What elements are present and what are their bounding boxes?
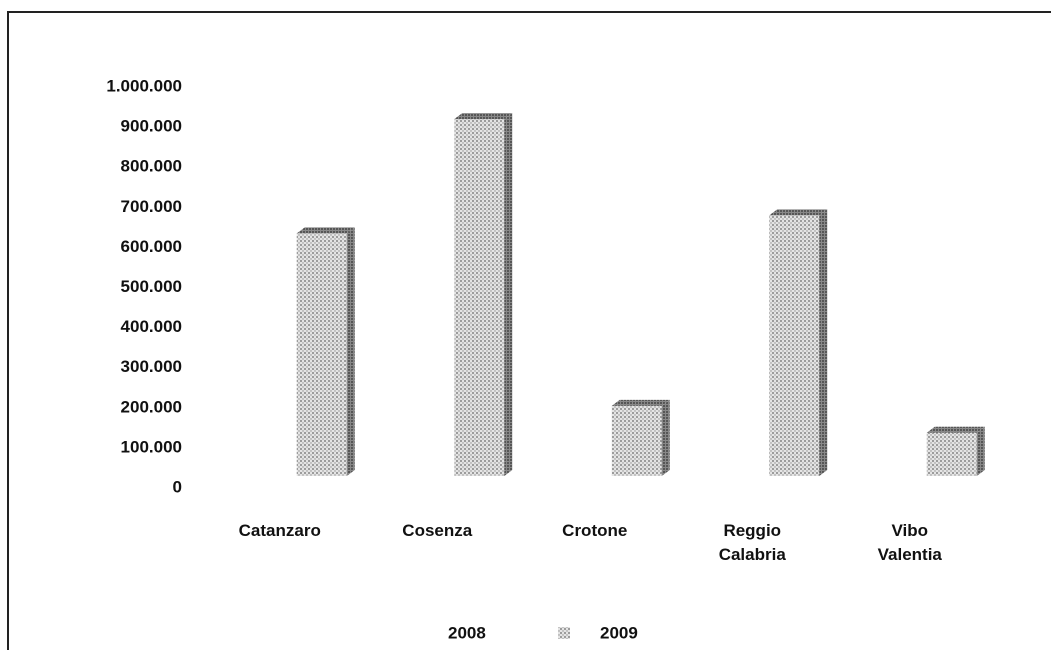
bar-face [769,209,828,216]
y-tick-label: 700.000 [121,197,182,216]
legend-swatch [558,627,570,639]
legend-swatch [406,627,418,639]
x-tick-label: Cosenza [402,521,473,540]
x-tick-label: Vibo Valentia [877,521,942,564]
bar-face [504,113,513,477]
bar-face [296,227,355,234]
x-tick-label: Catanzaro [238,521,321,540]
y-tick-label: 800.000 [121,157,182,176]
bar [926,426,985,476]
bar [769,209,828,476]
y-tick-label: 500.000 [121,277,182,296]
legend-label: 2008 [448,623,486,642]
bar-face [819,209,828,476]
bar-face [454,113,513,120]
bar-face [926,432,977,476]
y-tick-label: 200.000 [121,397,182,416]
bar-face [296,233,347,476]
y-tick-label: 900.000 [121,117,182,136]
bar-face [661,399,670,476]
bar [296,227,355,476]
y-tick-label: 300.000 [121,357,182,376]
bar-face [611,399,670,406]
bar-face [926,426,985,433]
x-tick-label: Reggio Calabria [718,521,786,564]
y-tick-label: 1.000.000 [106,76,182,95]
bar-face [976,426,985,476]
bar-face [769,215,820,476]
y-tick-label: 600.000 [121,237,182,256]
x-tick-label: Crotone [562,521,628,540]
bar-face [454,119,505,477]
bar-face [346,227,355,476]
y-tick-label: 0 [173,477,182,496]
y-tick-label: 400.000 [121,317,182,336]
legend-label: 2009 [600,623,638,642]
bar [611,399,670,476]
y-tick-label: 100.000 [121,437,182,456]
chart-frame [7,11,1051,650]
bar [454,113,513,477]
bar-face [611,405,662,476]
